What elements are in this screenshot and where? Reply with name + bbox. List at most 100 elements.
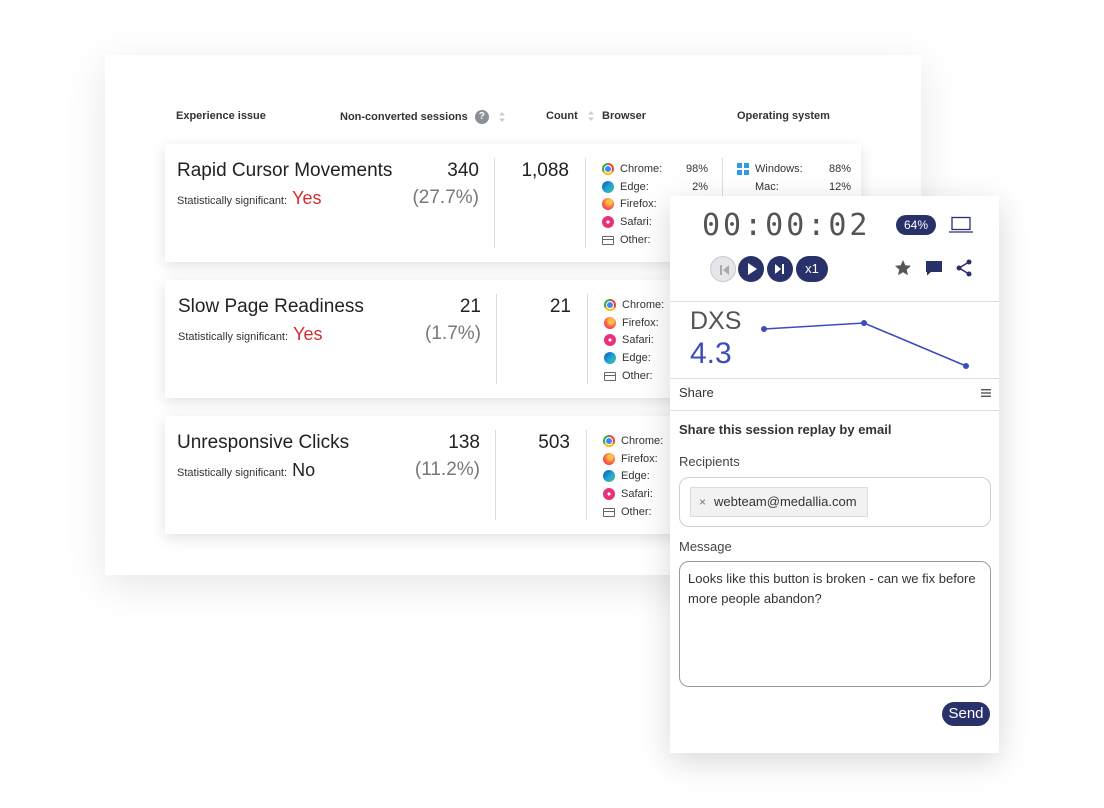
edge-icon bbox=[604, 352, 616, 365]
browser-item: Edge: 2% bbox=[602, 178, 708, 196]
message-label: Message bbox=[679, 539, 732, 554]
browser-window-icon bbox=[604, 371, 616, 381]
sort-icon[interactable] bbox=[498, 111, 506, 123]
dxs-label: DXS bbox=[690, 307, 742, 335]
browser-item: Firefox: bbox=[604, 314, 710, 332]
col-header-experience-issue[interactable]: Experience issue bbox=[176, 110, 266, 122]
browser-item: Firefox: bbox=[602, 196, 708, 214]
significance-line: Statistically significant: No bbox=[177, 460, 315, 481]
divider bbox=[494, 158, 495, 248]
recipient-chip[interactable]: × webteam@medallia.com bbox=[690, 487, 868, 517]
significance-value: No bbox=[292, 460, 316, 480]
os-list: Windows: 88% Mac: 12% bbox=[737, 160, 851, 196]
browser-item: Firefox: bbox=[603, 450, 709, 468]
apple-icon bbox=[737, 181, 749, 193]
significance-value: Yes bbox=[292, 188, 322, 208]
share-icon[interactable] bbox=[954, 258, 974, 278]
sessions-percent: (11.2%) bbox=[414, 459, 480, 480]
firefox-icon bbox=[603, 452, 615, 465]
dxs-point bbox=[761, 326, 767, 332]
safari-icon bbox=[602, 216, 614, 229]
browser-item: Chrome: 98% bbox=[602, 160, 708, 178]
col-header-non-converted-sessions[interactable]: Non-converted sessions ? bbox=[340, 110, 506, 124]
remove-recipient-icon[interactable]: × bbox=[699, 495, 707, 509]
playback-speed-button[interactable]: x1 bbox=[796, 256, 828, 282]
recipients-label: Recipients bbox=[679, 454, 740, 469]
browser-item: Chrome: bbox=[603, 432, 709, 450]
significance-label: Statistically significant: bbox=[177, 195, 288, 207]
divider bbox=[670, 301, 999, 302]
chrome-icon bbox=[603, 434, 615, 447]
recipients-field[interactable]: × webteam@medallia.com bbox=[679, 477, 991, 527]
col-header-browser[interactable]: Browser bbox=[602, 110, 647, 122]
comment-icon[interactable] bbox=[924, 258, 944, 278]
sort-icon[interactable] bbox=[587, 110, 595, 122]
count-value: 1,088 bbox=[521, 160, 569, 181]
sessions-value: 138 bbox=[448, 432, 480, 453]
browser-list: Chrome: Firefox: Safari: Edge: Other: bbox=[604, 296, 710, 385]
divider bbox=[670, 410, 999, 411]
star-icon[interactable] bbox=[893, 258, 913, 278]
help-icon[interactable]: ? bbox=[474, 110, 489, 124]
laptop-icon[interactable] bbox=[949, 216, 973, 234]
browser-item: Safari: bbox=[603, 485, 709, 503]
os-item: Mac: 12% bbox=[737, 178, 851, 196]
share-section-header: Share bbox=[679, 385, 714, 400]
browser-window-icon bbox=[603, 507, 615, 517]
play-button[interactable] bbox=[738, 256, 764, 282]
significance-line: Statistically significant: Yes bbox=[178, 324, 322, 345]
skip-forward-icon bbox=[775, 264, 784, 274]
dxs-trend-chart bbox=[761, 320, 969, 369]
divider bbox=[670, 378, 999, 379]
progress-badge: 64% bbox=[896, 215, 936, 235]
issue-title: Slow Page Readiness bbox=[178, 296, 364, 317]
browser-item: Other: bbox=[603, 503, 709, 521]
browser-item: Other: bbox=[604, 367, 710, 385]
firefox-icon bbox=[604, 316, 616, 329]
count-value: 21 bbox=[549, 296, 571, 317]
chrome-icon bbox=[602, 162, 614, 175]
send-button[interactable]: Send bbox=[942, 702, 990, 726]
dxs-point bbox=[861, 320, 867, 326]
sessions-value: 340 bbox=[447, 160, 479, 181]
play-icon bbox=[748, 263, 757, 275]
browser-item: Safari: bbox=[602, 213, 708, 231]
sessions-value: 21 bbox=[459, 296, 481, 317]
divider bbox=[495, 430, 496, 520]
browser-item: Chrome: bbox=[604, 296, 710, 314]
browser-item: Safari: bbox=[604, 332, 710, 350]
replay-timer: 00:00:02 bbox=[702, 208, 871, 243]
browser-item: Other: bbox=[602, 231, 708, 249]
safari-icon bbox=[604, 334, 616, 347]
issue-title: Rapid Cursor Movements bbox=[177, 160, 393, 181]
recipient-email: webteam@medallia.com bbox=[714, 494, 857, 509]
browser-window-icon bbox=[602, 235, 614, 245]
skip-back-icon bbox=[720, 265, 729, 275]
share-title: Share this session replay by email bbox=[679, 422, 892, 437]
safari-icon bbox=[603, 488, 615, 501]
browser-item: Edge: bbox=[604, 349, 710, 367]
skip-back-button[interactable] bbox=[710, 256, 736, 282]
sessions-percent: (1.7%) bbox=[425, 323, 481, 344]
message-textarea[interactable]: Looks like this button is broken - can w… bbox=[679, 561, 991, 687]
os-item: Windows: 88% bbox=[737, 160, 851, 178]
significance-value: Yes bbox=[293, 324, 323, 344]
menu-icon[interactable] bbox=[981, 389, 991, 397]
dxs-point bbox=[963, 363, 969, 369]
col-header-count[interactable]: Count bbox=[546, 110, 595, 122]
count-value: 503 bbox=[538, 432, 570, 453]
divider bbox=[585, 158, 586, 248]
firefox-icon bbox=[602, 198, 614, 211]
col-header-operating-system[interactable]: Operating system bbox=[737, 110, 830, 122]
significance-label: Statistically significant: bbox=[178, 331, 289, 343]
dxs-score: 4.3 bbox=[690, 337, 732, 370]
significance-label: Statistically significant: bbox=[177, 467, 288, 479]
skip-forward-button[interactable] bbox=[767, 256, 793, 282]
significance-line: Statistically significant: Yes bbox=[177, 188, 321, 209]
browser-item: Edge: bbox=[603, 468, 709, 486]
browser-list: Chrome: Firefox: Edge: Safari: Other: bbox=[603, 432, 709, 521]
chrome-icon bbox=[604, 298, 616, 311]
browser-list: Chrome: 98% Edge: 2% Firefox: Safari: Othe… bbox=[602, 160, 708, 249]
divider bbox=[586, 430, 587, 520]
divider bbox=[496, 294, 497, 384]
